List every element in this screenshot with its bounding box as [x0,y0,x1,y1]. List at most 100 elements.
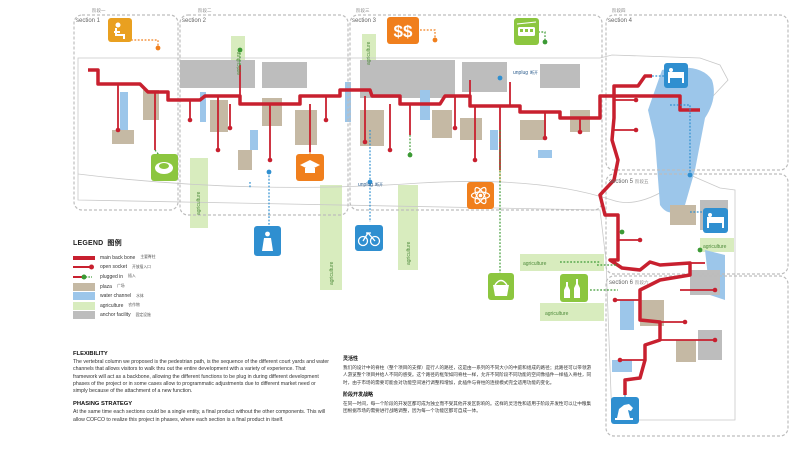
phasing-body-zh: 在同一时间，每一个阶段的开发区都可成为独立而不受其他开发区影响的。这样的灵活性和… [343,401,592,414]
legend: LEGEND 图例 main back bone 主要脊柱 open socket 开… [73,238,273,320]
agriculture-strip [320,185,342,290]
section-label-zh: 阶段五 [635,178,649,185]
plate-icon [151,154,178,181]
agriculture-swatch [73,301,95,310]
unplug-label: unplug [358,182,373,188]
phasing-heading-zh: 阶段开发战略 [343,391,374,398]
section-label: section 3 [352,18,377,24]
agriculture-label: agriculture [236,51,242,75]
anchor-block [698,330,722,360]
section-frame [179,14,349,216]
bicycle-icon [355,225,383,251]
agriculture-strips [190,34,734,321]
unplug-label-zh: 断开 [530,69,538,75]
section-label: section 6 [609,280,634,286]
plug-dots [155,37,703,253]
water-channel [120,92,128,132]
tram-icon [514,18,539,45]
section-label: section 2 [182,18,207,24]
legend-title: LEGEND 图例 [73,240,122,247]
bed-icon [703,208,728,233]
flexibility-body: The vertebral column we proposed is the … [73,359,329,395]
water-channel [538,150,552,158]
plaza [238,150,252,170]
site-outline [77,54,736,421]
plugged-in-swatch [73,273,95,281]
plaza [432,110,452,138]
svg-text:$$: $$ [394,22,413,41]
plaza [112,130,134,144]
agriculture-strip [520,254,604,271]
water-channel [250,130,258,150]
water-swatch [73,292,95,301]
unplug-label-zh: 断开 [375,181,383,187]
water-channel [490,130,498,150]
water-channel [200,92,206,122]
section-label: section 4 [608,18,633,24]
plaza [143,90,159,120]
phasing-body: At the same time each sections could be … [73,409,326,423]
plaza [670,205,696,225]
water-channel [345,82,351,122]
backbone-path [598,96,692,395]
flexibility-heading-zh: 灵活性 [343,356,359,362]
section-frames [73,14,789,437]
description-english: FLEXIBILITY The vertebral column we prop… [73,351,330,430]
legend-item-main-backbone: main back bone 主要脊柱 [73,253,273,263]
phasing-heading: PHASING STRATEGY [73,401,133,408]
anchor-block [180,60,255,88]
bed-icon [664,63,688,88]
backbone-swatch [73,255,95,260]
phase-label: 阶段四 [612,7,626,14]
section-frame [349,14,603,211]
plaza [460,118,482,140]
agriculture-label: agriculture [366,41,372,65]
agriculture-label: agriculture [329,261,335,285]
agriculture-label: agriculture [196,191,202,215]
unplug-label: unplug [513,70,528,76]
socket-dots [115,97,718,363]
lake [648,67,714,213]
anchor-block [360,60,455,98]
horse-statue-icon [611,397,639,424]
phase-label: 阶段一 [92,7,106,14]
atom-icon [467,182,494,209]
open-socket-swatch [73,263,95,271]
agriculture-strip [362,34,376,68]
plaza [676,340,696,362]
agriculture-label: agriculture [406,241,412,265]
open-sockets [117,65,715,361]
plaza [210,100,228,132]
anchor-block [540,64,580,88]
phase-label: 阶段三 [356,7,370,14]
flexibility-body-zh: 我们的设计中的脊柱（整个项目的支撑）是行人的路径，这是由一系列的不同大小的中庭和… [343,365,592,385]
bottles-icon [560,274,588,302]
plaza [520,120,546,140]
section-label: section 5 [609,179,634,185]
section-label-zh: 阶段六 [635,279,649,286]
statue-icon [254,226,281,256]
graduation-cap-icon [296,154,324,181]
sitting-person-icon [108,18,132,42]
plaza [262,98,282,126]
legend-item-agriculture: agriculture 农作物 [73,301,273,311]
agriculture-strip [190,158,208,228]
anchor-swatch [73,311,95,320]
phase-label: 阶段二 [198,7,212,14]
section-frame [605,14,789,171]
legend-item-plaza: plaza 广场 [73,282,273,292]
flexibility-heading: FLEXIBILITY [73,351,108,357]
basket-icon [488,273,514,300]
anchor-block [262,62,307,88]
water-channel [612,360,632,372]
agriculture-label: agriculture [703,244,727,250]
agriculture-label: agriculture [545,311,569,317]
agriculture-label: agriculture [523,261,547,267]
agriculture-strip [700,238,734,252]
legend-item-water-channel: water channel 水体 [73,291,273,301]
legend-item-open-socket: open socket 开放插入口 [73,263,273,273]
description-chinese: 灵活性 我们的设计中的脊柱（整个项目的支撑）是行人的路径，这是由一系列的不同大小… [343,356,595,420]
section-frame [605,275,789,437]
section-label: section 1 [76,18,101,24]
